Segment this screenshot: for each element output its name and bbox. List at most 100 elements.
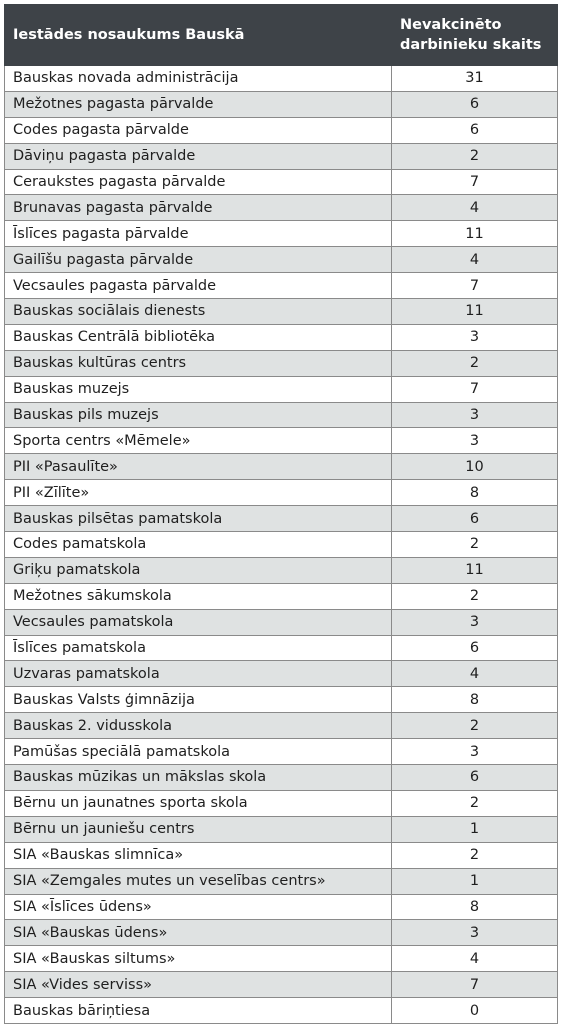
unvaccinated-count-cell: 2	[391, 841, 558, 869]
unvaccinated-count-cell: 4	[391, 194, 558, 222]
table-row: SIA «Īslīces ūdens» 8	[4, 893, 558, 921]
unvaccinated-count-cell: 6	[391, 505, 558, 533]
table-row: Brunavas pagasta pārvalde 4	[4, 194, 558, 222]
table-row: Griķu pamatskola 11	[4, 556, 558, 584]
institution-name-cell: Brunavas pagasta pārvalde	[4, 194, 392, 222]
unvaccinated-count-cell: 2	[391, 142, 558, 170]
institution-name-cell: SIA «Bauskas siltums»	[4, 945, 392, 973]
institution-name-cell: Bauskas bāriņtiesa	[4, 997, 392, 1024]
institution-name-cell: SIA «Bauskas slimnīca»	[4, 841, 392, 869]
institution-name-cell: Mežotnes sākumskola	[4, 582, 392, 610]
unvaccinated-employees-table: Iestādes nosaukums Bauskā Nevakcinēto da…	[4, 4, 558, 1024]
unvaccinated-count-cell: 6	[391, 634, 558, 662]
institution-name-cell: Bauskas pilsētas pamatskola	[4, 505, 392, 533]
unvaccinated-count-cell: 6	[391, 116, 558, 144]
institution-name-cell: Bauskas muzejs	[4, 375, 392, 403]
institution-name-cell: Uzvaras pamatskola	[4, 660, 392, 688]
institution-name-cell: Dāviņu pagasta pārvalde	[4, 142, 392, 170]
table-row: SIA «Bauskas slimnīca» 2	[4, 841, 558, 869]
table-row: Bauskas kultūras centrs 2	[4, 349, 558, 377]
unvaccinated-count-cell: 8	[391, 479, 558, 507]
institution-name-cell: Codes pamatskola	[4, 531, 392, 558]
unvaccinated-count-cell: 3	[391, 427, 558, 455]
table-row: Īslīces pagasta pārvalde 11	[4, 220, 558, 248]
institution-name-cell: PII «Zīlīte»	[4, 479, 392, 507]
unvaccinated-count-cell: 3	[391, 323, 558, 351]
unvaccinated-count-cell: 7	[391, 375, 558, 403]
header-count-line2: darbinieku skaits	[400, 37, 542, 53]
unvaccinated-count-cell: 4	[391, 246, 558, 274]
institution-name-cell: Gailīšu pagasta pārvalde	[4, 246, 392, 274]
institution-name-cell: Īslīces pagasta pārvalde	[4, 220, 392, 248]
table-row: PII «Zīlīte» 8	[4, 479, 558, 507]
unvaccinated-count-cell: 2	[391, 789, 558, 817]
table-row: SIA «Vides serviss» 7	[4, 971, 558, 999]
unvaccinated-count-cell: 10	[391, 453, 558, 481]
institution-name-cell: Pamūšas speciālā pamatskola	[4, 738, 392, 766]
table-body: Bauskas novada administrācija 31 Mežotnes …	[4, 65, 558, 1024]
unvaccinated-count-cell: 31	[391, 65, 558, 92]
unvaccinated-count-cell: 7	[391, 272, 558, 300]
table-header: Iestādes nosaukums Bauskā Nevakcinēto da…	[4, 4, 558, 66]
table-row: Bauskas mūzikas un mākslas skola 6	[4, 764, 558, 791]
institution-name-cell: Bauskas mūzikas un mākslas skola	[4, 764, 392, 791]
table-row: Sporta centrs «Mēmele» 3	[4, 427, 558, 455]
table-row: Bauskas Centrālā bibliotēka 3	[4, 323, 558, 351]
unvaccinated-count-cell: 6	[391, 90, 558, 118]
table-row: Bauskas novada administrācija 31	[4, 65, 558, 92]
institution-name-cell: SIA «Bauskas ūdens»	[4, 919, 392, 947]
table-row: Bauskas pils muzejs 3	[4, 401, 558, 429]
table-row: Bauskas muzejs 7	[4, 375, 558, 403]
table-row: SIA «Zemgales mutes un veselības centrs»…	[4, 867, 558, 895]
table-row: SIA «Bauskas siltums» 4	[4, 945, 558, 973]
institution-name-cell: Bērnu un jauniešu centrs	[4, 815, 392, 843]
table-row: Mežotnes sākumskola 2	[4, 582, 558, 610]
unvaccinated-count-cell: 2	[391, 349, 558, 377]
table-row: Gailīšu pagasta pārvalde 4	[4, 246, 558, 274]
table-row: Bauskas 2. vidusskola 2	[4, 712, 558, 740]
institution-name-cell: SIA «Īslīces ūdens»	[4, 893, 392, 921]
table-row: Pamūšas speciālā pamatskola 3	[4, 738, 558, 766]
unvaccinated-count-cell: 6	[391, 764, 558, 791]
unvaccinated-count-cell: 4	[391, 945, 558, 973]
institution-name-cell: Ceraukstes pagasta pārvalde	[4, 168, 392, 196]
table-row: Ceraukstes pagasta pārvalde 7	[4, 168, 558, 196]
table-row: Uzvaras pamatskola 4	[4, 660, 558, 688]
unvaccinated-count-cell: 1	[391, 815, 558, 843]
header-institution-name: Iestādes nosaukums Bauskā	[4, 4, 392, 66]
institution-name-cell: Sporta centrs «Mēmele»	[4, 427, 392, 455]
institution-name-cell: Bauskas Valsts ģimnāzija	[4, 686, 392, 714]
table-row: Bauskas bāriņtiesa 0	[4, 997, 558, 1024]
unvaccinated-count-cell: 3	[391, 401, 558, 429]
unvaccinated-count-cell: 8	[391, 686, 558, 714]
institution-name-cell: Vecsaules pagasta pārvalde	[4, 272, 392, 300]
table-row: Bauskas Valsts ģimnāzija 8	[4, 686, 558, 714]
unvaccinated-count-cell: 8	[391, 893, 558, 921]
table-row: Vecsaules pagasta pārvalde 7	[4, 272, 558, 300]
institution-name-cell: Vecsaules pamatskola	[4, 608, 392, 636]
institution-name-cell: Īslīces pamatskola	[4, 634, 392, 662]
table-row: Dāviņu pagasta pārvalde 2	[4, 142, 558, 170]
institution-name-cell: Bauskas pils muzejs	[4, 401, 392, 429]
institution-name-cell: Bauskas kultūras centrs	[4, 349, 392, 377]
unvaccinated-count-cell: 1	[391, 867, 558, 895]
unvaccinated-count-cell: 4	[391, 660, 558, 688]
institution-name-cell: Bauskas novada administrācija	[4, 65, 392, 92]
table-row: Codes pamatskola 2	[4, 531, 558, 558]
institution-name-cell: SIA «Vides serviss»	[4, 971, 392, 999]
unvaccinated-count-cell: 7	[391, 168, 558, 196]
unvaccinated-count-cell: 2	[391, 531, 558, 558]
table-row: Bērnu un jauniešu centrs 1	[4, 815, 558, 843]
unvaccinated-count-cell: 2	[391, 582, 558, 610]
table-row: Bērnu un jaunatnes sporta skola 2	[4, 789, 558, 817]
institution-name-cell: Bauskas Centrālā bibliotēka	[4, 323, 392, 351]
institution-name-cell: PII «Pasaulīte»	[4, 453, 392, 481]
table-row: Vecsaules pamatskola 3	[4, 608, 558, 636]
unvaccinated-count-cell: 3	[391, 919, 558, 947]
institution-name-cell: SIA «Zemgales mutes un veselības centrs»	[4, 867, 392, 895]
header-unvaccinated-count: Nevakcinēto darbinieku skaits	[391, 4, 558, 66]
unvaccinated-count-cell: 7	[391, 971, 558, 999]
unvaccinated-count-cell: 3	[391, 608, 558, 636]
institution-name-cell: Bauskas sociālais dienests	[4, 298, 392, 325]
institution-name-cell: Bērnu un jaunatnes sporta skola	[4, 789, 392, 817]
